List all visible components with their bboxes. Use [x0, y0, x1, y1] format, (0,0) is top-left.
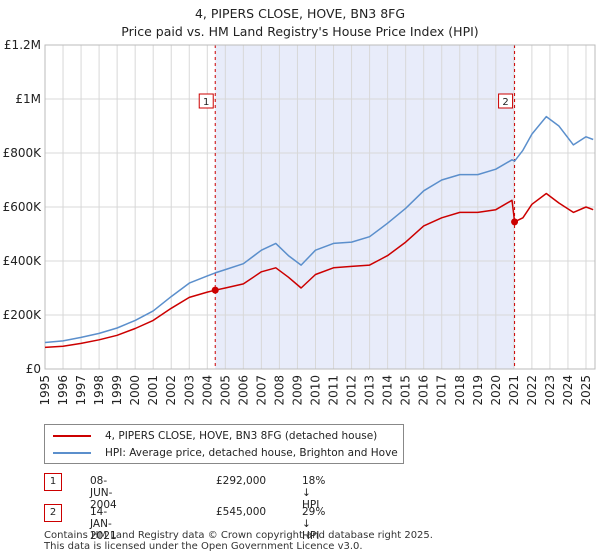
- sale-hpi-diff: 18% ↓ HPI: [302, 475, 326, 511]
- x-tick-label: 2013: [363, 375, 377, 406]
- x-tick-label: 2003: [182, 375, 196, 406]
- sale-date: 08-JUN-2004: [90, 475, 117, 511]
- x-tick-label: 2018: [453, 375, 467, 406]
- x-tick-label: 2000: [128, 375, 142, 406]
- sale-date: 14-JAN-2021: [90, 506, 117, 542]
- y-tick-label: £400K: [3, 254, 43, 268]
- x-tick-label: 2016: [417, 375, 431, 406]
- chart-legend: 4, PIPERS CLOSE, HOVE, BN3 8FG (detached…: [44, 424, 404, 464]
- x-tick-label: 2019: [471, 375, 485, 406]
- sale-price: £545,000: [216, 506, 267, 518]
- x-tick-label: 1996: [56, 375, 70, 406]
- series-line-property: [44, 192, 594, 349]
- x-tick-label: 2022: [525, 375, 539, 406]
- x-tick-label: 2020: [489, 375, 503, 406]
- legend-swatch-property: [53, 435, 91, 437]
- legend-label-hpi: HPI: Average price, detached house, Brig…: [105, 447, 398, 459]
- sale-price: £292,000: [216, 475, 267, 487]
- x-tick-label: 2023: [543, 375, 557, 406]
- price-chart: 1 2 £0 £200K £400K £600K £800K £1M £1.2M 1995 1996…: [3, 38, 596, 406]
- sale-point: [511, 218, 519, 226]
- x-tick-label: 2005: [218, 375, 232, 406]
- footer: Contains HM Land Registry data © Crown c…: [44, 530, 433, 552]
- sale-label-text: 1: [203, 97, 209, 108]
- x-tick-label: 2024: [561, 375, 575, 406]
- y-tick-label: £600K: [3, 200, 43, 214]
- footer-licence: This data is licensed under the Open Gov…: [44, 541, 363, 552]
- sale-label-box: [198, 93, 214, 109]
- sale-hpi-diff: 29% ↓ HPI: [302, 506, 326, 542]
- sale-label-box: [498, 93, 514, 109]
- sale-label-text: 2: [502, 97, 508, 108]
- x-tick-label: 2014: [381, 375, 395, 406]
- plot-border: [44, 44, 596, 370]
- legend-swatch-hpi: [53, 452, 91, 454]
- y-tick-label: £200K: [3, 308, 43, 322]
- x-tick-label: 2004: [200, 375, 214, 406]
- x-tick-label: 2025: [579, 375, 593, 406]
- x-tick-label: 2012: [345, 375, 359, 406]
- footer-copyright: Contains HM Land Registry data © Crown c…: [44, 530, 433, 541]
- x-tick-label: 1999: [110, 375, 124, 406]
- x-tick-label: 1998: [92, 375, 106, 406]
- x-tick-label: 2021: [507, 375, 521, 406]
- legend-item-hpi: HPI: Average price, detached house, Brig…: [53, 445, 398, 461]
- sale-marker-badge: 1: [44, 473, 62, 491]
- x-tick-label: 2015: [399, 375, 413, 406]
- x-tick-label: 2002: [164, 375, 178, 406]
- x-tick-label: 2011: [327, 375, 341, 406]
- x-tick-label: 2009: [290, 375, 304, 406]
- y-tick-label: £800K: [3, 146, 43, 160]
- chart-subtitle: Price paid vs. HM Land Registry's House …: [121, 24, 479, 39]
- sale-marker-badge: 2: [44, 504, 62, 522]
- x-tick-label: 2007: [254, 375, 268, 406]
- sale-point: [211, 286, 219, 294]
- x-tick-label: 2008: [272, 375, 286, 406]
- legend-item-property: 4, PIPERS CLOSE, HOVE, BN3 8FG (detached…: [53, 428, 377, 444]
- x-tick-label: 2006: [236, 375, 250, 406]
- x-tick-label: 1997: [74, 375, 88, 406]
- y-tick-label: £1M: [15, 92, 41, 106]
- legend-label-property: 4, PIPERS CLOSE, HOVE, BN3 8FG (detached…: [105, 430, 378, 442]
- x-tick-label: 2001: [146, 375, 160, 406]
- chart-title: 4, PIPERS CLOSE, HOVE, BN3 8FG: [194, 6, 406, 21]
- x-tick-label: 2017: [435, 375, 449, 406]
- y-tick-label: £1.2M: [4, 38, 41, 52]
- x-tick-label: 1995: [38, 375, 52, 406]
- x-tick-label: 2010: [308, 375, 322, 406]
- series-line-hpi: [44, 115, 594, 344]
- y-tick-label: £0: [26, 362, 41, 376]
